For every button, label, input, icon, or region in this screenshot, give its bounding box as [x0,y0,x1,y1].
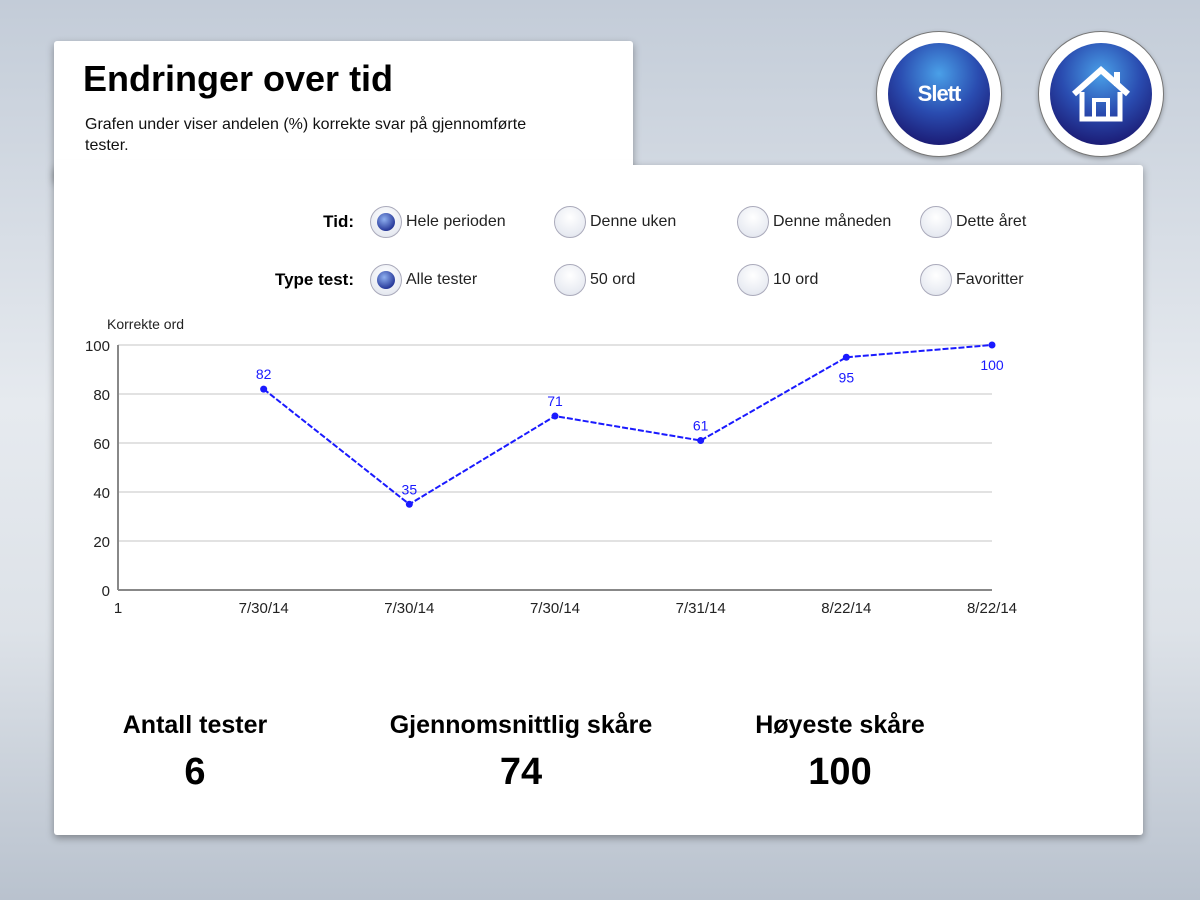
radio-label[interactable]: Hele perioden [406,213,506,230]
y-tick-label: 40 [93,485,110,502]
stat-label: Gjennomsnittlig skåre [389,711,653,739]
stat-value: 100 [808,751,872,793]
y-tick-label: 80 [93,387,110,404]
data-point [697,437,705,445]
home-icon [1050,43,1152,145]
x-tick-label: 8/22/14 [967,600,1017,617]
x-tick-label: 7/30/14 [239,600,289,617]
x-tick-label: 7/30/14 [530,600,580,617]
filter-type-label: Type test: [274,270,354,289]
radio-label[interactable]: Dette året [956,213,1027,230]
data-point [988,341,996,349]
x-tick-label: 8/22/14 [821,600,871,617]
page-title: Endringer over tid [83,58,394,99]
series-line [263,344,993,506]
radio-label[interactable]: Denne uken [590,213,677,230]
radio-time-2[interactable] [737,206,769,238]
data-point [842,353,850,361]
data-label: 35 [402,481,418,497]
radio-label[interactable]: 50 ord [590,271,636,288]
y-tick-label: 100 [85,338,110,355]
stat-value: 6 [184,751,206,793]
radio-label[interactable]: Denne måneden [773,213,892,230]
main-card [54,165,1143,835]
data-point [260,385,268,393]
stat-label: Høyeste skåre [755,711,925,739]
radio-label[interactable]: Favoritter [956,271,1024,288]
data-label: 95 [839,369,855,385]
delete-button[interactable]: Slett [876,31,1002,157]
delete-label: Slett [888,43,990,145]
radio-time-0[interactable] [370,206,402,238]
stat-label: Antall tester [122,711,268,739]
radio-type-0[interactable] [370,264,402,296]
radio-label[interactable]: Alle tester [406,271,478,288]
data-label: 61 [693,418,709,434]
data-label: 82 [256,366,272,382]
radio-type-2[interactable] [737,264,769,296]
x-origin-label: 1 [114,600,122,617]
radio-time-1[interactable] [554,206,586,238]
card-join [54,160,633,190]
radio-type-1[interactable] [554,264,586,296]
x-tick-label: 7/30/14 [384,600,434,617]
filter-time-label: Tid: [323,212,354,231]
radio-type-3[interactable] [920,264,952,296]
page-subtitle: Grafen under viser andelen (%) korrekte … [85,116,527,154]
data-point [405,500,413,508]
radio-time-3[interactable] [920,206,952,238]
x-tick-label: 7/31/14 [676,600,726,617]
title-card [54,41,633,181]
y-axis-title: Korrekte ord [107,316,184,332]
radio-label[interactable]: 10 ord [773,271,819,288]
y-tick-label: 20 [93,534,110,551]
y-tick-label: 60 [93,436,110,453]
data-point [551,412,559,420]
data-label: 100 [980,357,1004,373]
home-button[interactable] [1038,31,1164,157]
stat-value: 74 [499,751,543,793]
data-label: 71 [547,393,563,409]
y-tick-label: 0 [102,583,110,600]
